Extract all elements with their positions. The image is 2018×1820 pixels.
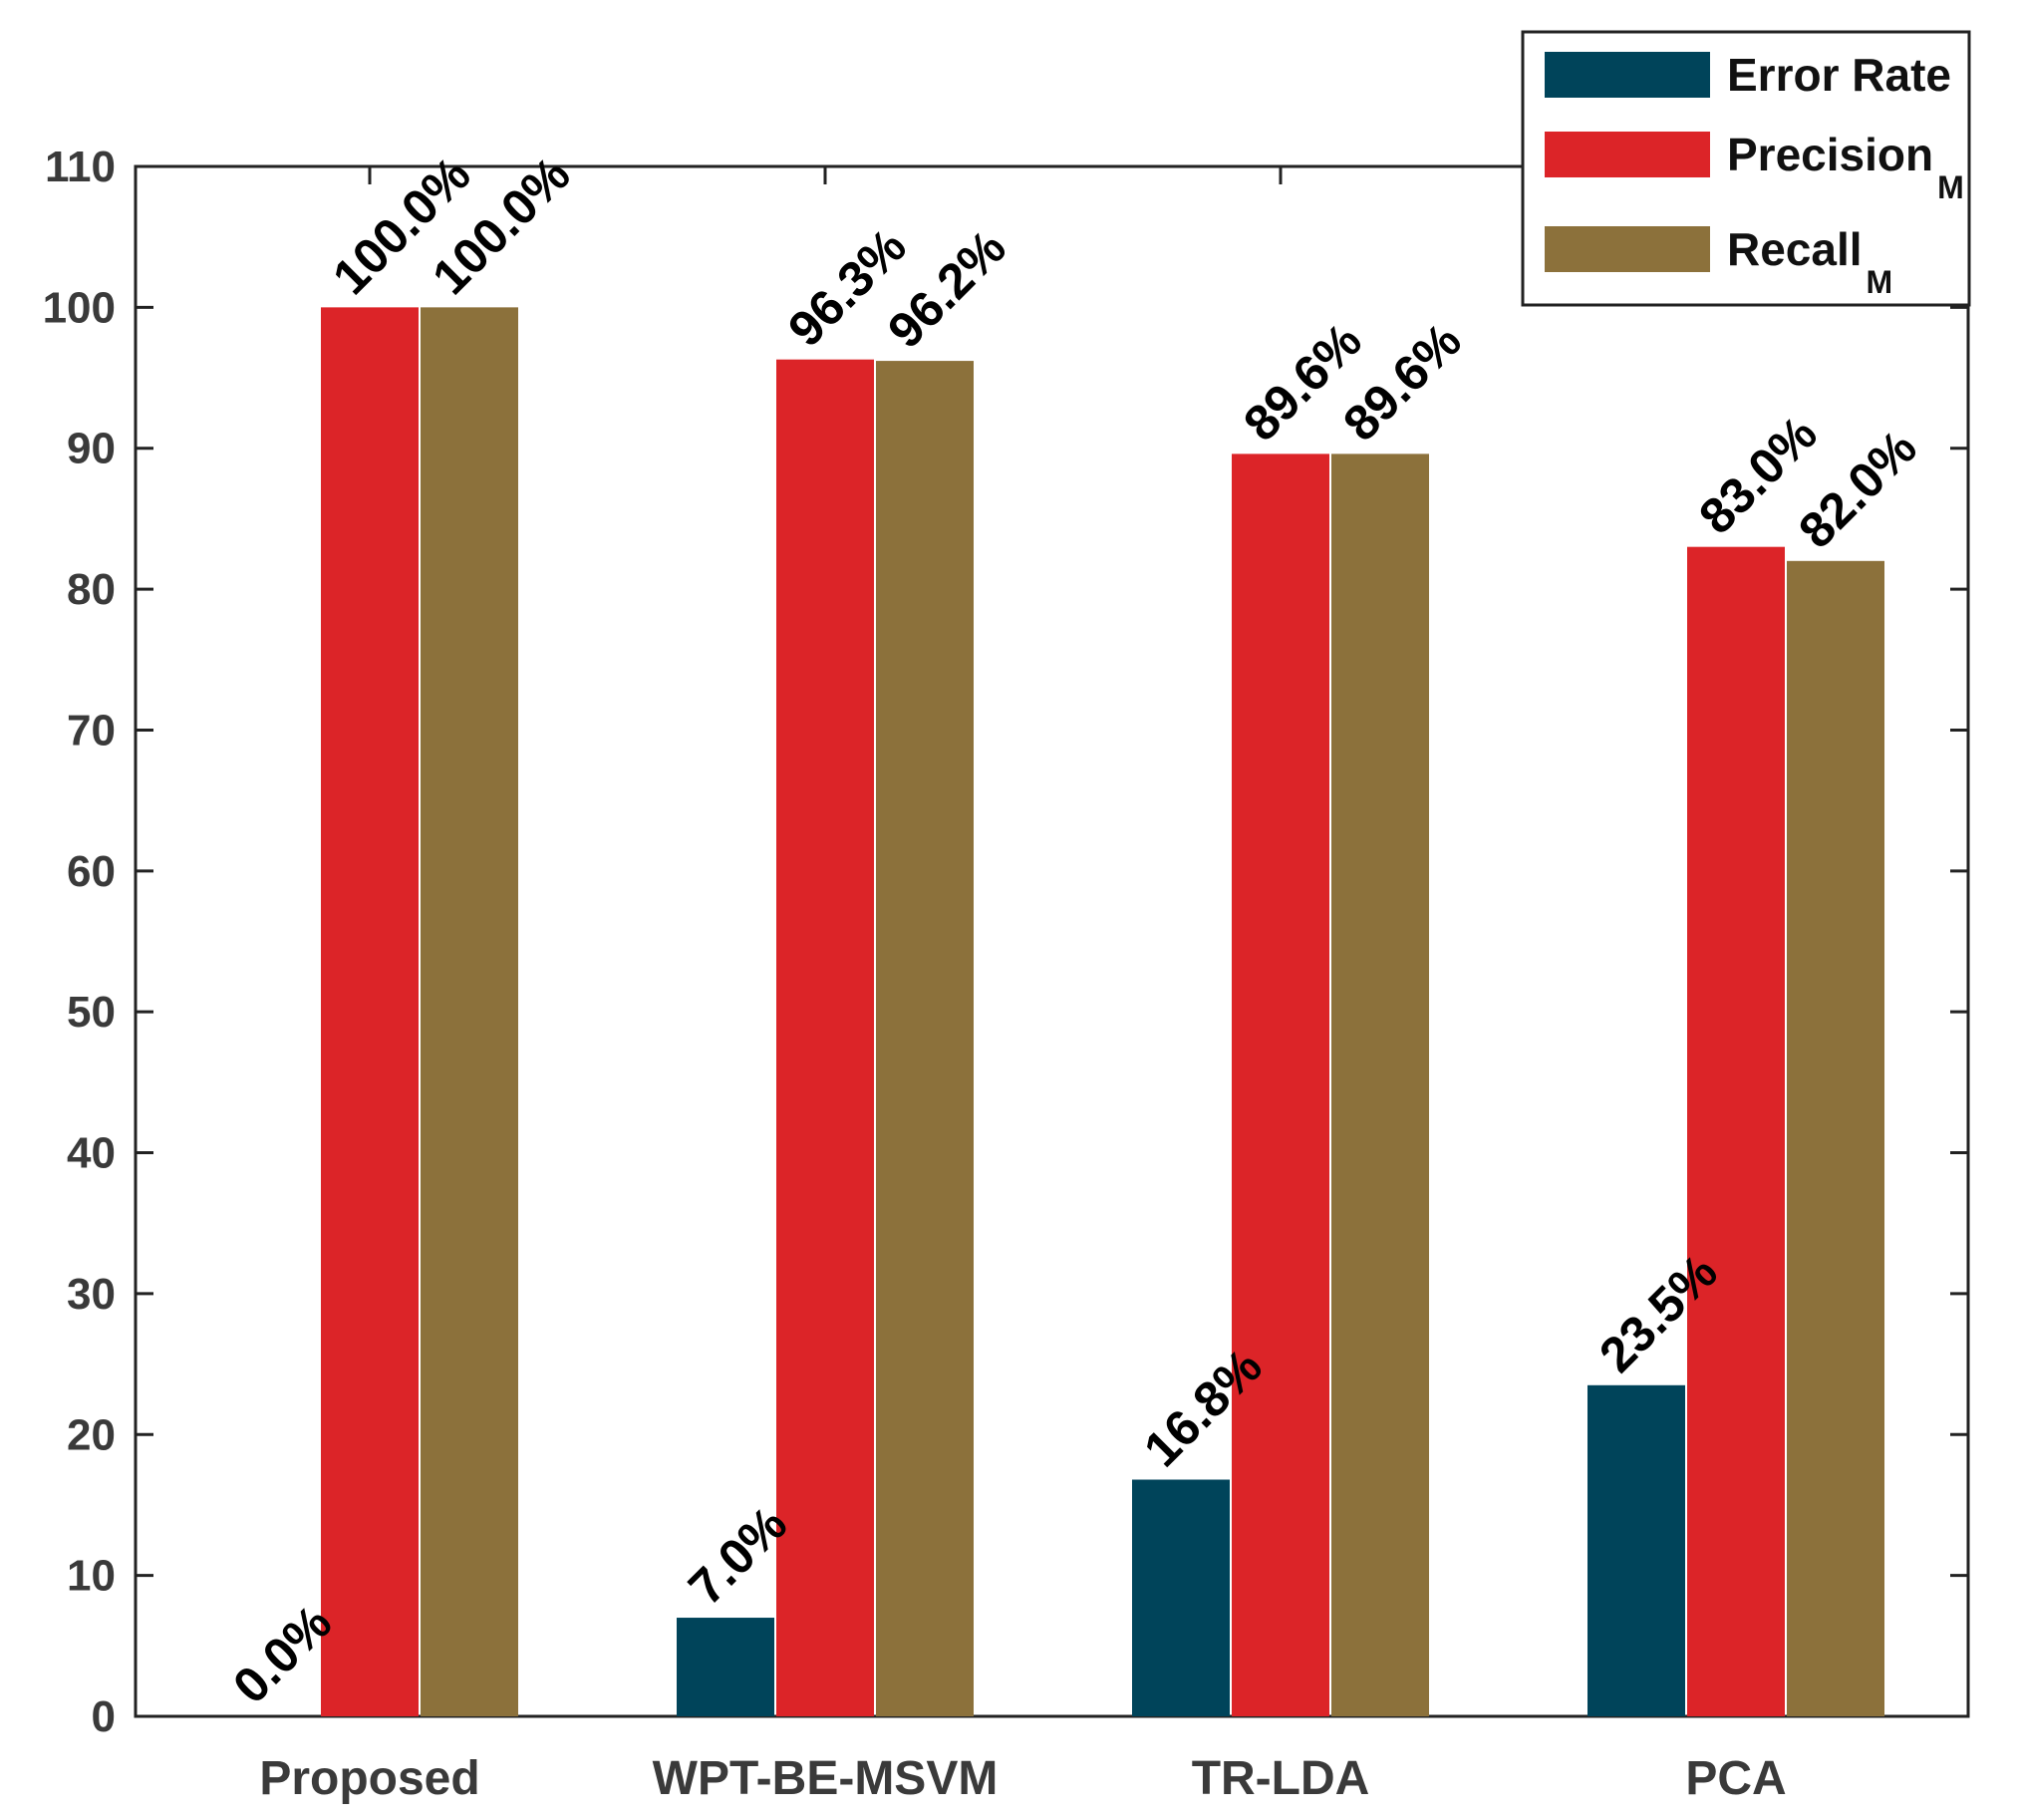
- bar-recall-m: [876, 361, 974, 1717]
- legend-label-text: Precision: [1727, 129, 1933, 180]
- x-category-label: WPT-BE-MSVM: [653, 1752, 999, 1805]
- y-tick-label: 90: [67, 425, 116, 473]
- bar-recall-m: [1331, 454, 1429, 1716]
- bar-recall-m: [1787, 560, 1884, 1717]
- bar-recall-m: [421, 307, 518, 1716]
- legend-label: Error Rate: [1727, 49, 1951, 101]
- bar-precision-m: [321, 307, 419, 1716]
- y-tick-label: 110: [45, 143, 116, 191]
- plot-frame: [134, 164, 1970, 1718]
- bar-error-rate: [1132, 1479, 1230, 1716]
- y-tick-label: 10: [67, 1552, 116, 1601]
- y-tick-label: 40: [67, 1129, 116, 1178]
- bar-error-rate: [677, 1618, 774, 1716]
- x-category-label: TR-LDA: [1192, 1752, 1370, 1805]
- legend-swatch: [1545, 226, 1710, 272]
- y-tick-label: 0: [92, 1692, 116, 1741]
- legend-label-subscript: M: [1937, 169, 1964, 205]
- legend-label-text: Error Rate: [1727, 49, 1951, 101]
- bar-precision-m: [776, 359, 874, 1716]
- y-tick-label: 60: [67, 847, 116, 896]
- y-tick-label: 20: [67, 1410, 116, 1459]
- y-tick-label: 80: [67, 565, 116, 614]
- x-category-label: PCA: [1685, 1752, 1786, 1805]
- y-tick-label: 70: [67, 706, 116, 755]
- legend-label: RecallM: [1727, 223, 1892, 300]
- bar-precision-m: [1687, 546, 1785, 1716]
- bar-error-rate: [1587, 1384, 1685, 1716]
- legend-label-subscript: M: [1867, 264, 1893, 300]
- y-tick-label: 30: [67, 1270, 116, 1319]
- legend-swatch: [1545, 52, 1710, 98]
- x-category-label: Proposed: [259, 1752, 479, 1805]
- bars: [321, 307, 1884, 1717]
- y-tick-label: 100: [43, 283, 116, 332]
- legend-swatch: [1545, 132, 1710, 177]
- bar-precision-m: [1232, 454, 1329, 1716]
- y-tick-label: 50: [67, 988, 116, 1037]
- legend-label: PrecisionM: [1727, 129, 1964, 205]
- legend-label-text: Recall: [1727, 223, 1863, 275]
- axes: 0 10 20 30 40 50 60 70 80 90 100 110 Proposed WPT-BE-…: [43, 143, 1970, 1805]
